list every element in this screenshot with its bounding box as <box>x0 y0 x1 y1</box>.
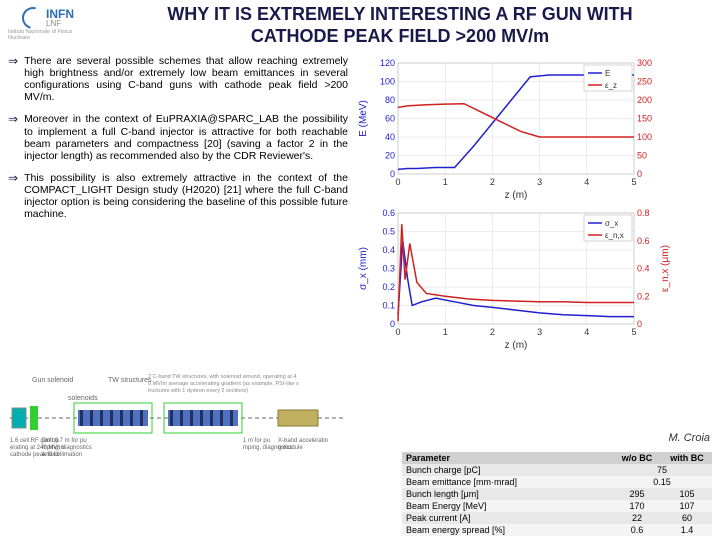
svg-text:80: 80 <box>385 95 395 105</box>
energy-chart: 012345020406080100120050100150200250300z… <box>356 55 712 205</box>
svg-text:120: 120 <box>380 58 395 68</box>
bullet-text: Moreover in the context of EuPRAXIA@SPAR… <box>24 113 348 161</box>
svg-text:solenoids: solenoids <box>68 395 98 402</box>
svg-text:0 MV/m average accelerating gr: 0 MV/m average accelerating gradient (as… <box>148 381 299 387</box>
svg-text:250: 250 <box>637 77 652 87</box>
svg-text:0: 0 <box>395 327 400 337</box>
svg-text:g module: g module <box>278 445 303 451</box>
svg-text:tructures with 1 dystron every: tructures with 1 dystron every 2 section… <box>148 388 248 394</box>
bullet-text: This possibility is also extremely attra… <box>24 172 348 220</box>
svg-text:200: 200 <box>637 95 652 105</box>
svg-text:3: 3 <box>537 177 542 187</box>
sigma-emittance-chart: 01234500.10.20.30.40.50.600.20.40.60.8z … <box>356 205 712 355</box>
arrow-icon: ⇒ <box>8 55 18 103</box>
svg-text:20: 20 <box>385 151 395 161</box>
charts-column: 012345020406080100120050100150200250300z… <box>356 55 712 355</box>
svg-text:0.8: 0.8 <box>637 208 650 218</box>
svg-text:0.5: 0.5 <box>382 227 395 237</box>
svg-text:X-band acceleratin: X-band acceleratin <box>278 438 328 444</box>
svg-text:40: 40 <box>385 132 395 142</box>
svg-text:0: 0 <box>637 169 642 179</box>
arrow-icon: ⇒ <box>8 113 18 161</box>
svg-text:ε_n,x: ε_n,x <box>605 231 624 240</box>
svg-text:60: 60 <box>385 114 395 124</box>
svg-text:0.6: 0.6 <box>382 208 395 218</box>
svg-text:ε_n,x (μm): ε_n,x (μm) <box>660 245 671 292</box>
svg-text:4: 4 <box>584 177 589 187</box>
svg-text:0: 0 <box>390 319 395 329</box>
svg-text:0.4: 0.4 <box>382 245 395 255</box>
svg-text:0.2: 0.2 <box>382 282 395 292</box>
svg-text:3: 3 <box>537 327 542 337</box>
svg-text:Gun solenoid: Gun solenoid <box>32 377 73 384</box>
svg-text:100: 100 <box>637 132 652 142</box>
bullet-item: ⇒ Moreover in the context of EuPRAXIA@SP… <box>8 113 348 161</box>
title-line-2: CATHODE PEAK FIELD >200 MV/m <box>88 26 712 48</box>
svg-text:E (MeV): E (MeV) <box>358 100 369 137</box>
svg-text:E: E <box>605 69 610 78</box>
svg-text:and collimation: and collimation <box>42 452 82 458</box>
svg-text:TW structures: TW structures <box>108 377 152 384</box>
author-credit: M. Croia <box>668 432 710 444</box>
bullet-list: ⇒ There are several possible schemes tha… <box>8 55 348 355</box>
svg-text:z (m): z (m) <box>505 190 528 200</box>
svg-text:100: 100 <box>380 77 395 87</box>
svg-text:1: 1 <box>443 177 448 187</box>
infn-logo: INFN LNF Istituto Nazionale di Fisica Nu… <box>8 7 88 45</box>
slide-title: WHY IT IS EXTREMELY INTERESTING A RF GUN… <box>88 4 712 47</box>
svg-text:mping, diagnostics: mping, diagnostics <box>42 445 92 451</box>
svg-text:2 C-band TW structures, with s: 2 C-band TW structures, with solenoid ar… <box>148 374 296 380</box>
title-line-1: WHY IT IS EXTREMELY INTERESTING A RF GUN… <box>88 4 712 26</box>
svg-text:Drift 0.7 m for pu: Drift 0.7 m for pu <box>42 438 87 444</box>
injector-schematic: Gun solenoid solenoids TW structures2 C-ba… <box>8 370 348 460</box>
svg-text:0.1: 0.1 <box>382 301 395 311</box>
svg-text:σ_x (mm): σ_x (mm) <box>358 247 369 290</box>
svg-text:50: 50 <box>637 151 647 161</box>
content-area: ⇒ There are several possible schemes tha… <box>0 51 720 359</box>
svg-text:1 m for pu: 1 m for pu <box>243 438 270 444</box>
bullet-item: ⇒ There are several possible schemes tha… <box>8 55 348 103</box>
svg-text:5: 5 <box>631 177 636 187</box>
svg-text:ε_z: ε_z <box>605 81 617 90</box>
svg-text:0.2: 0.2 <box>637 291 650 301</box>
header: INFN LNF Istituto Nazionale di Fisica Nu… <box>0 0 720 51</box>
arrow-icon: ⇒ <box>8 172 18 220</box>
svg-text:0: 0 <box>395 177 400 187</box>
parameter-table: Parameterw/o BCwith BCBunch charge [pC]7… <box>402 452 712 536</box>
svg-text:4: 4 <box>584 327 589 337</box>
svg-text:σ_x: σ_x <box>605 219 618 228</box>
svg-text:0: 0 <box>637 319 642 329</box>
svg-text:300: 300 <box>637 58 652 68</box>
svg-text:z (m): z (m) <box>505 340 528 350</box>
bullet-item: ⇒ This possibility is also extremely att… <box>8 172 348 220</box>
svg-text:0.6: 0.6 <box>637 236 650 246</box>
svg-text:0: 0 <box>390 169 395 179</box>
svg-text:0.3: 0.3 <box>382 264 395 274</box>
svg-text:150: 150 <box>637 114 652 124</box>
logo-caption: Istituto Nazionale di Fisica Nucleare <box>8 29 88 41</box>
svg-text:5: 5 <box>631 327 636 337</box>
svg-text:2: 2 <box>490 327 495 337</box>
svg-text:2: 2 <box>490 177 495 187</box>
svg-text:0.4: 0.4 <box>637 264 650 274</box>
svg-text:1: 1 <box>443 327 448 337</box>
bullet-text: There are several possible schemes that … <box>24 55 348 103</box>
